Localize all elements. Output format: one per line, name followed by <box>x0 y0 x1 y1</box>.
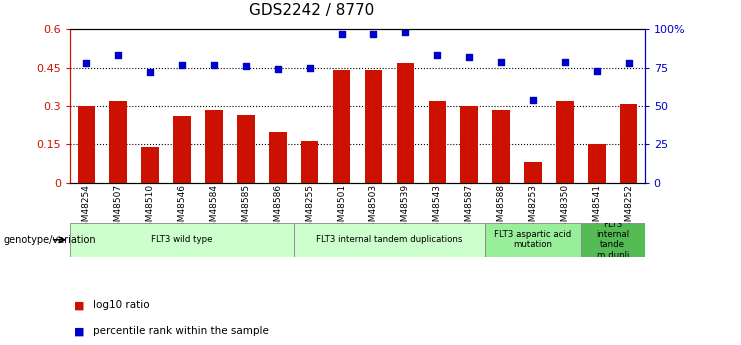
Bar <box>301 141 319 183</box>
Bar <box>524 162 542 183</box>
Point <box>559 59 571 64</box>
Point <box>368 31 379 37</box>
Text: genotype/variation: genotype/variation <box>4 235 96 245</box>
Bar <box>78 106 95 183</box>
Bar <box>428 101 446 183</box>
Bar <box>142 147 159 183</box>
Point <box>144 70 156 75</box>
Point <box>495 59 507 64</box>
Point <box>399 30 411 35</box>
Bar <box>173 116 191 183</box>
Point <box>113 53 124 58</box>
Point <box>304 65 316 70</box>
Text: ■: ■ <box>74 300 84 310</box>
Point <box>272 67 284 72</box>
Bar <box>556 101 574 183</box>
Text: FLT3
internal
tande
m dupli: FLT3 internal tande m dupli <box>597 220 629 260</box>
Bar <box>588 145 605 183</box>
Bar <box>293 223 485 257</box>
Text: GDS2242 / 8770: GDS2242 / 8770 <box>248 3 374 18</box>
Bar <box>70 223 293 257</box>
Point <box>431 53 443 58</box>
Point <box>591 68 602 73</box>
Bar <box>237 115 255 183</box>
Point <box>336 31 348 37</box>
Bar <box>620 104 637 183</box>
Point <box>176 62 188 67</box>
Text: FLT3 wild type: FLT3 wild type <box>151 235 213 244</box>
Text: log10 ratio: log10 ratio <box>93 300 149 310</box>
Text: FLT3 aspartic acid
mutation: FLT3 aspartic acid mutation <box>494 230 571 249</box>
Bar <box>269 132 287 183</box>
Bar <box>485 223 581 257</box>
Text: FLT3 internal tandem duplications: FLT3 internal tandem duplications <box>316 235 462 244</box>
Bar <box>492 110 510 183</box>
Text: percentile rank within the sample: percentile rank within the sample <box>93 326 268 336</box>
Bar <box>396 62 414 183</box>
Bar <box>110 101 127 183</box>
Bar <box>333 70 350 183</box>
Bar <box>460 106 478 183</box>
Point <box>240 63 252 69</box>
Bar <box>581 223 645 257</box>
Point <box>527 97 539 103</box>
Point <box>81 60 93 66</box>
Point <box>463 54 475 60</box>
Bar <box>365 70 382 183</box>
Point <box>208 62 220 67</box>
Bar <box>205 110 223 183</box>
Point <box>622 60 634 66</box>
Text: ■: ■ <box>74 326 84 336</box>
